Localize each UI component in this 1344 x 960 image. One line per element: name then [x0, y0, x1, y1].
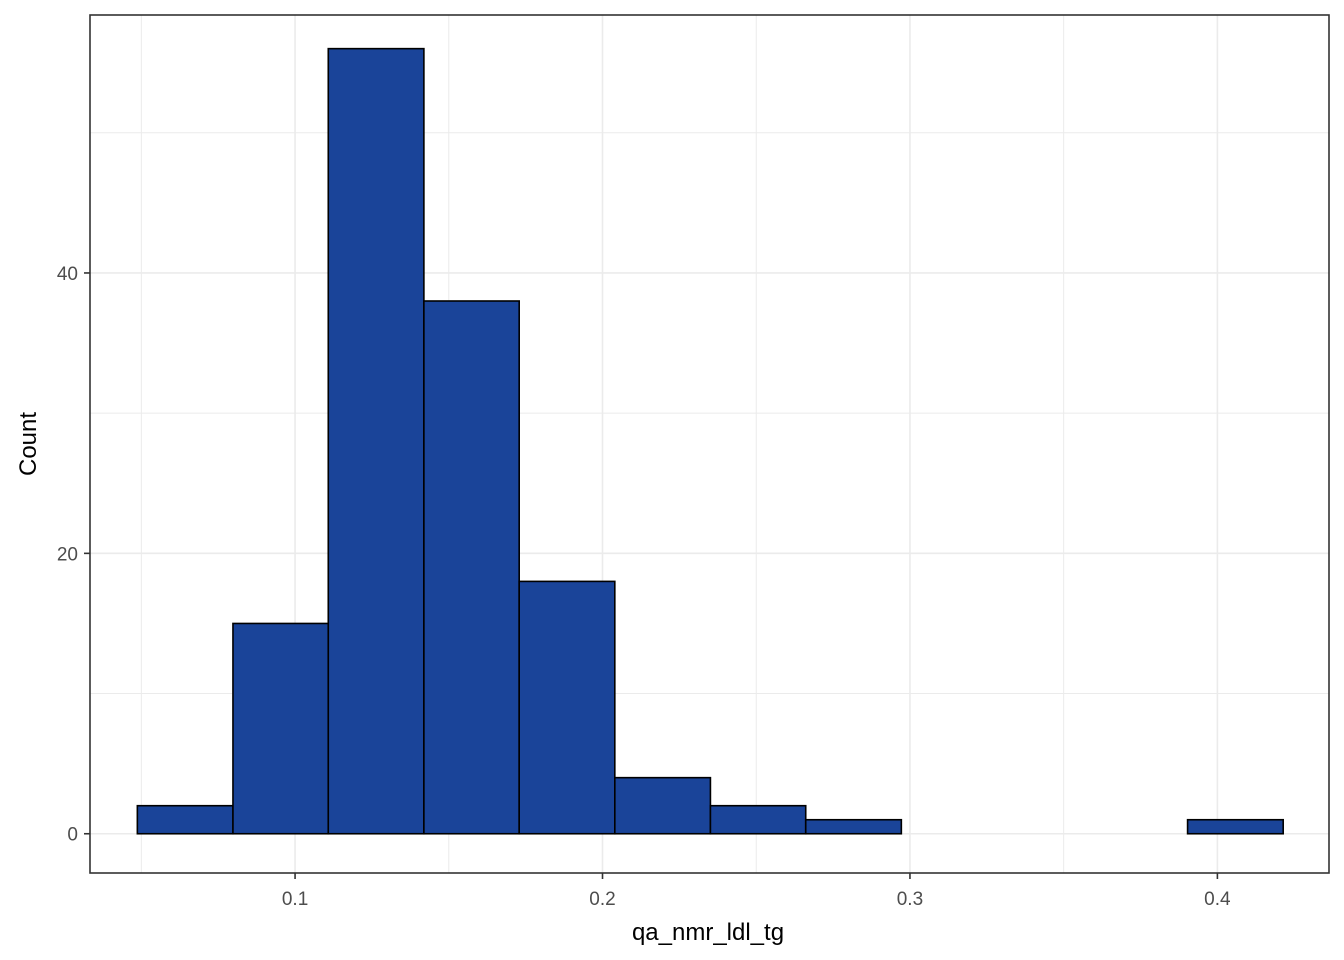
panel-border: [89, 14, 1330, 874]
histogram-bar-6: [614, 776, 712, 835]
x-tick-label: 0.1: [282, 889, 308, 910]
major-gridlines: [90, 15, 1329, 873]
histogram-bar-3: [327, 47, 425, 835]
histogram-bar-1: [136, 804, 234, 835]
x-tick-label: 0.2: [589, 889, 615, 910]
x-tick-label: 0.3: [897, 889, 923, 910]
x-axis: 0.1 0.2 0.3 0.4: [282, 873, 1231, 910]
histogram-bar-2: [232, 622, 330, 835]
y-axis: 0 20 40: [57, 264, 90, 846]
histogram-bar-8: [804, 818, 903, 835]
histogram-bar-5: [518, 580, 616, 835]
y-tick-label: 0: [67, 825, 78, 846]
histogram-bar-7: [709, 804, 807, 835]
x-tick-label: 0.4: [1204, 889, 1231, 910]
y-tick-label: 20: [57, 544, 78, 565]
y-tick-label: 40: [57, 264, 78, 285]
histogram-bars: [136, 47, 1284, 835]
y-axis-title: Count: [15, 412, 42, 476]
histogram-bar-12: [1186, 818, 1284, 835]
histogram-bar-4: [423, 300, 520, 835]
x-axis-title: qa_nmr_ldl_tg: [632, 919, 784, 946]
